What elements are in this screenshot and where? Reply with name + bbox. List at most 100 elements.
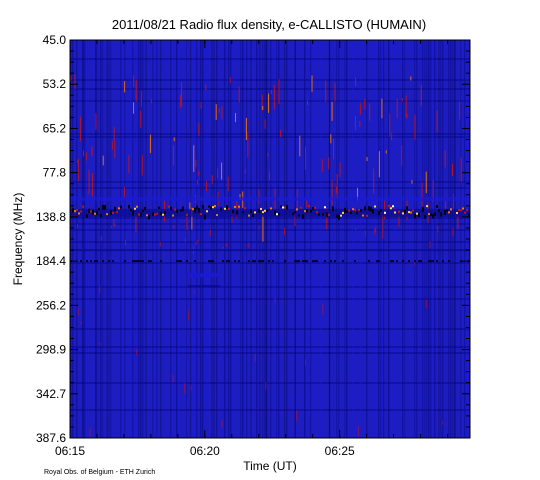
spectrogram-cell bbox=[222, 246, 224, 249]
spectrogram-cell bbox=[322, 303, 324, 315]
spectrogram-cell bbox=[272, 260, 274, 263]
spectrogram-cell bbox=[70, 397, 470, 399]
spectrogram-cell bbox=[142, 260, 144, 263]
spectrogram-cell bbox=[214, 205, 216, 208]
spectrogram-cell bbox=[258, 260, 260, 263]
spectrogram-cell bbox=[262, 106, 264, 110]
spectrogram-cell bbox=[132, 260, 134, 263]
spectrogram-cell bbox=[357, 187, 359, 201]
spectrogram-cell bbox=[307, 100, 309, 106]
spectrogram-cell bbox=[460, 40, 462, 438]
spectrogram-cell bbox=[306, 209, 308, 213]
spectrogram-cell bbox=[92, 210, 94, 215]
spectrogram-cell bbox=[372, 209, 374, 214]
spectrogram-cell bbox=[106, 40, 108, 438]
spectrogram-cell bbox=[206, 210, 208, 213]
spectrogram-cell bbox=[74, 74, 76, 89]
spectrogram-cell bbox=[102, 40, 104, 438]
spectrogram-cell bbox=[124, 81, 126, 93]
spectrogram-cell bbox=[438, 209, 440, 213]
spectrogram-cell bbox=[446, 209, 448, 212]
spectrogram-cell bbox=[292, 212, 294, 216]
spectrogram-cell bbox=[306, 200, 308, 208]
spectrogram-cell bbox=[258, 225, 260, 231]
spectrogram-cell bbox=[228, 207, 230, 210]
spectrogram-cell bbox=[164, 210, 166, 215]
spectrogram-cell bbox=[375, 226, 377, 233]
spectrogram-cell bbox=[466, 208, 468, 211]
spectrogram-cell bbox=[96, 210, 98, 216]
spectrogram-cell bbox=[406, 113, 408, 119]
spectrogram-cell bbox=[132, 102, 134, 114]
spectrogram-cell bbox=[100, 40, 102, 438]
spectrogram-cell bbox=[374, 205, 376, 208]
spectrogram-cell bbox=[86, 40, 87, 438]
spectrogram-cell bbox=[70, 217, 470, 219]
spectrogram-cell bbox=[70, 349, 470, 351]
spectrogram-cell bbox=[150, 260, 152, 263]
spectrogram-cell bbox=[70, 283, 470, 285]
spectrogram-cell bbox=[95, 40, 97, 438]
spectrogram-cell bbox=[148, 214, 150, 220]
spectrogram-cell bbox=[358, 208, 360, 211]
spectrogram-cell bbox=[110, 40, 112, 438]
spectrogram-cell bbox=[236, 210, 238, 215]
spectrogram-cell bbox=[195, 159, 197, 168]
spectrogram-cell bbox=[422, 207, 424, 212]
spectrogram-cell bbox=[204, 214, 206, 220]
spectrogram-cell bbox=[226, 205, 228, 209]
spectrogram-cell bbox=[222, 260, 224, 263]
spectrogram-cell bbox=[70, 382, 470, 384]
spectrogram-cell bbox=[420, 84, 422, 107]
spectrogram-cell bbox=[280, 129, 282, 137]
spectrogram-cell bbox=[426, 40, 428, 438]
y-tick-label: 387.6 bbox=[36, 431, 66, 445]
spectrogram-cell bbox=[108, 260, 110, 263]
spectrogram-cell bbox=[70, 298, 470, 300]
spectrogram-cell bbox=[329, 40, 331, 438]
spectrogram-cell bbox=[328, 157, 330, 170]
spectrogram-cell bbox=[326, 212, 328, 218]
spectrogram-cell bbox=[100, 213, 102, 218]
spectrogram-cell bbox=[130, 208, 132, 211]
spectrogram-cell bbox=[265, 40, 267, 438]
spectrogram-cell bbox=[354, 260, 356, 263]
spectrogram-cell bbox=[70, 322, 470, 324]
spectrogram-cell bbox=[70, 249, 470, 252]
spectrogram-cell bbox=[70, 58, 470, 60]
spectrogram-cell bbox=[221, 162, 223, 180]
spectrogram-cell bbox=[145, 40, 147, 438]
spectrogram-cell bbox=[88, 208, 90, 213]
spectrogram-cell bbox=[96, 260, 98, 263]
spectrogram-cell bbox=[210, 260, 212, 263]
spectrogram-cell bbox=[266, 40, 268, 438]
spectrogram-cell bbox=[228, 40, 230, 438]
spectrogram-cell bbox=[378, 211, 380, 216]
spectrogram-cell bbox=[338, 40, 340, 438]
y-tick-label: 184.4 bbox=[36, 254, 66, 268]
spectrogram-cell bbox=[112, 260, 114, 263]
spectrogram-cell bbox=[158, 206, 160, 210]
spectrogram-cell bbox=[70, 286, 470, 288]
spectrogram-cell bbox=[212, 206, 214, 209]
spectrogram-cell bbox=[450, 208, 452, 211]
spectrogram-cell bbox=[348, 209, 350, 212]
spectrogram-cell bbox=[70, 409, 470, 411]
spectrogram-cell bbox=[354, 115, 356, 131]
spectrogram-cell bbox=[202, 40, 204, 438]
spectrogram-cell bbox=[180, 260, 182, 263]
spectrogram-cell bbox=[160, 260, 162, 263]
spectrogram-cell bbox=[412, 209, 414, 212]
spectrogram-cell bbox=[261, 94, 263, 111]
spectrogram-cell bbox=[181, 82, 183, 107]
spectrogram-cell bbox=[98, 207, 100, 211]
spectrogram-cell bbox=[442, 420, 444, 425]
spectrogram-cell bbox=[265, 381, 267, 390]
spectrogram-cell bbox=[330, 260, 332, 263]
spectrogram-cell bbox=[359, 121, 361, 127]
spectrogram-cell bbox=[383, 40, 385, 438]
spectrogram-cell bbox=[250, 209, 252, 213]
spectrogram-cell bbox=[404, 209, 406, 214]
x-axis-ticks: 06:15 06:20 06:25 bbox=[55, 40, 449, 458]
spectrogram-cell bbox=[456, 211, 458, 214]
